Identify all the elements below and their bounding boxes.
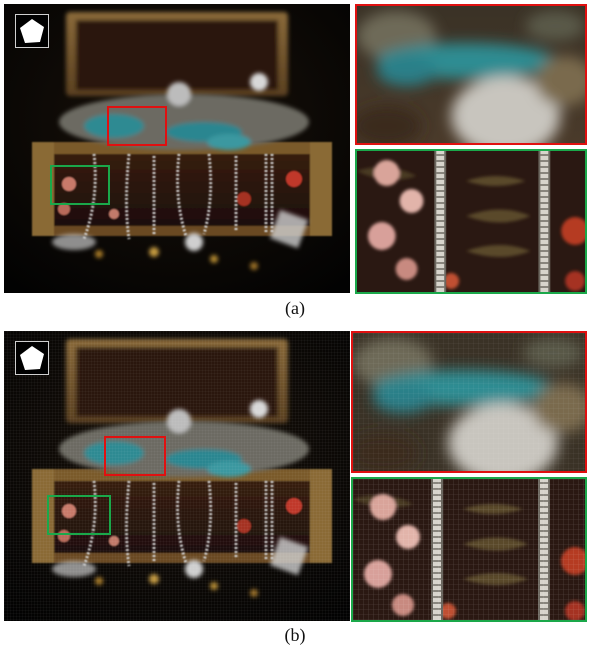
roi-green-box — [47, 495, 111, 535]
roi-red-box — [107, 106, 167, 146]
pentagon-aperture-icon — [15, 341, 49, 375]
zoom-red-crop — [351, 331, 587, 473]
figure-panel-a: (a) — [0, 0, 590, 325]
jewelry-box-photo — [4, 4, 350, 293]
roi-red-box — [104, 436, 166, 476]
zoom-red-crop — [355, 4, 587, 145]
zoom-green-crop — [355, 149, 587, 294]
zoom-green-crop — [351, 477, 587, 622]
jewelry-box-photo — [4, 331, 350, 621]
roi-green-box — [50, 165, 110, 205]
panel-caption: (b) — [284, 625, 306, 645]
figure-panel-b: (b) — [0, 327, 590, 651]
panel-caption: (a) — [285, 298, 305, 318]
pentagon-aperture-icon — [15, 14, 49, 48]
